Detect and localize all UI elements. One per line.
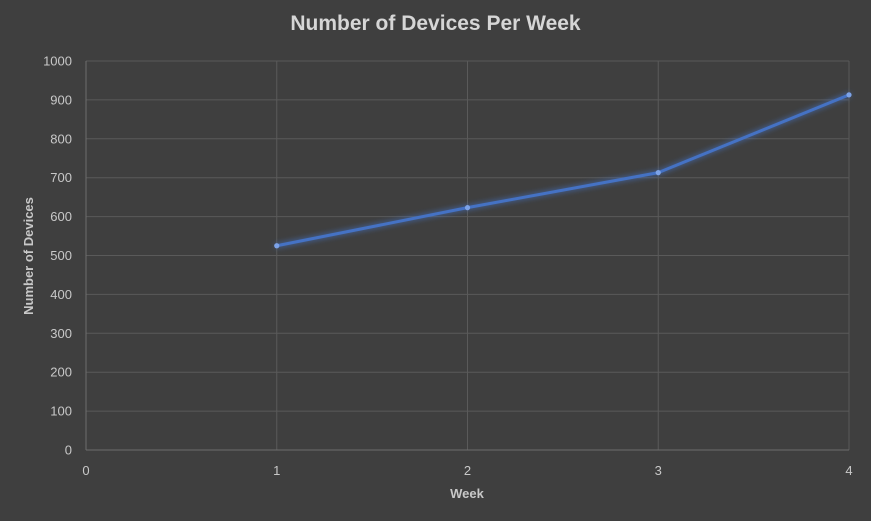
y-tick-label: 400: [50, 287, 72, 302]
chart-title: Number of Devices Per Week: [290, 12, 581, 35]
y-tick-label: 700: [50, 170, 72, 185]
grid: [85, 60, 850, 451]
y-tick-label: 1000: [43, 54, 72, 69]
x-axis-title: Week: [450, 486, 484, 501]
y-tick-label: 100: [50, 404, 72, 419]
y-tick-label: 200: [50, 365, 72, 380]
series: [274, 92, 852, 249]
data-point: [846, 92, 852, 98]
axes: 0 100 200 300 400 500 600 700 800 900 1000 0 1 2 3 4: [43, 54, 853, 479]
y-tick-label: 500: [50, 248, 72, 263]
series-line: [275, 93, 851, 248]
y-axis-title: Number of Devices: [21, 197, 36, 315]
y-tick-label: 300: [50, 326, 72, 341]
data-point: [464, 205, 471, 211]
x-tick-label: 3: [655, 463, 662, 478]
y-tick-label: 600: [50, 209, 72, 224]
x-tick-label: 2: [464, 463, 471, 478]
x-tick-label: 1: [273, 463, 280, 478]
y-tick-label: 0: [65, 443, 72, 458]
data-point: [655, 170, 661, 176]
y-tick-label: 900: [50, 92, 72, 107]
x-tick-label: 4: [845, 463, 852, 478]
data-point: [274, 243, 280, 249]
x-tick-label: 0: [82, 463, 89, 478]
y-tick-label: 800: [50, 131, 72, 146]
